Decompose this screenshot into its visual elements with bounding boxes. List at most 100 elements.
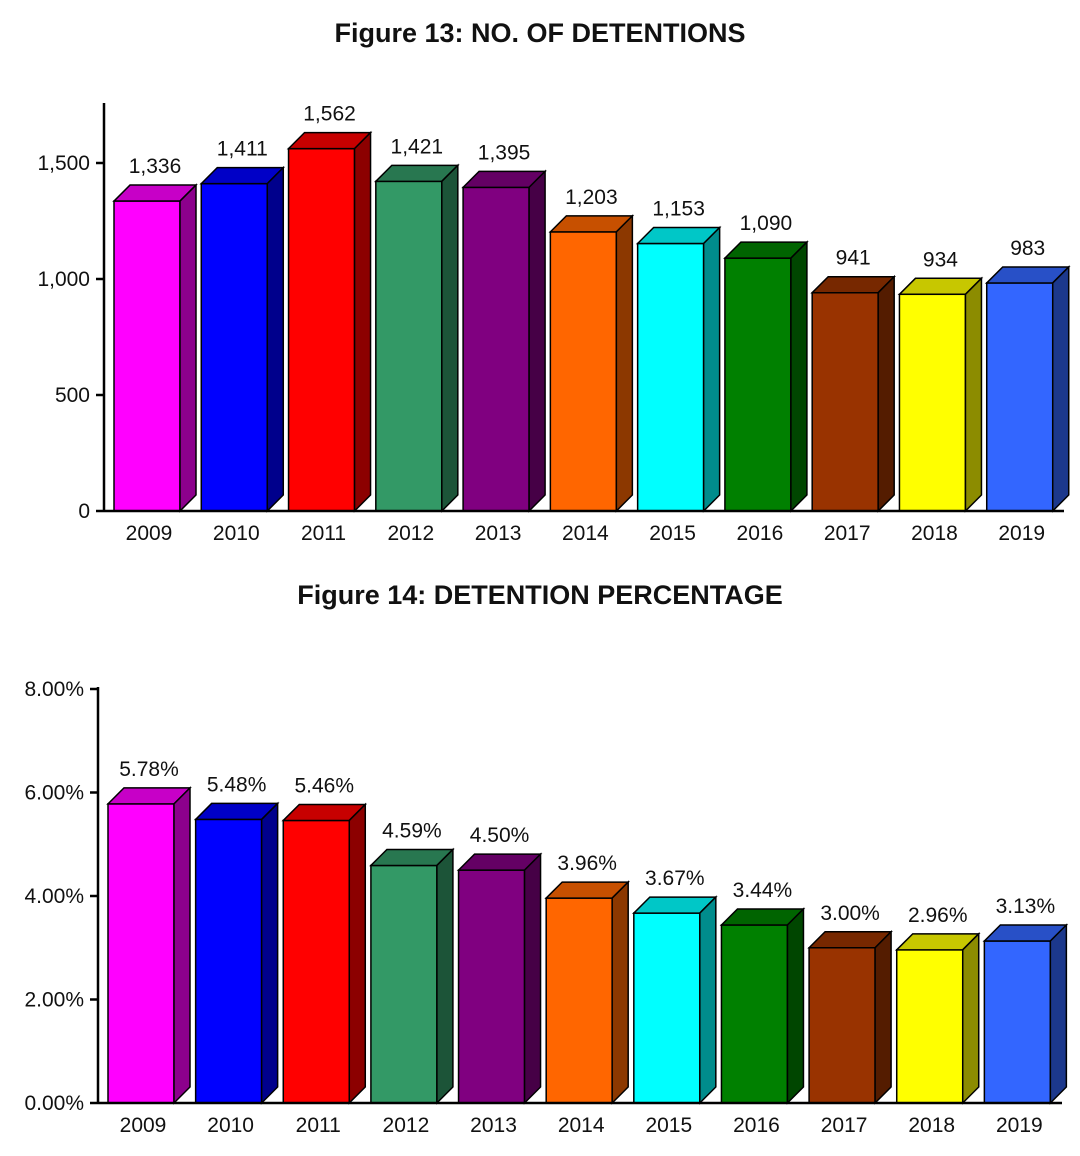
- data-label: 1,336: [129, 155, 182, 178]
- x-tick-label: 2009: [126, 522, 173, 545]
- data-label: 3.67%: [645, 867, 705, 890]
- bar-side-face: [1049, 923, 1068, 1105]
- data-label: 1,090: [740, 212, 793, 235]
- data-label: 2.96%: [908, 904, 968, 927]
- bar-side-face: [790, 240, 808, 513]
- bar-side-face: [266, 165, 285, 513]
- bar-front: [898, 293, 967, 512]
- bar-side-face: [877, 274, 895, 513]
- bar: [112, 183, 198, 513]
- bar-front: [113, 200, 181, 512]
- bar-side-face: [615, 214, 634, 513]
- x-tick-label: 2010: [213, 522, 260, 545]
- y-tick-label: 1,500: [37, 152, 90, 175]
- bar-front: [811, 291, 879, 512]
- bar: [548, 214, 635, 513]
- data-label: 934: [923, 248, 958, 271]
- bar-side-face: [179, 183, 197, 513]
- data-label: 5.46%: [294, 774, 354, 797]
- bar-front: [375, 180, 443, 512]
- bar-front: [457, 869, 526, 1104]
- bar: [374, 163, 460, 513]
- bar: [635, 225, 722, 513]
- bar-front: [549, 231, 618, 512]
- data-label: 3.96%: [557, 852, 617, 875]
- x-tick-label: 2017: [824, 522, 871, 545]
- data-label: 983: [1010, 237, 1045, 260]
- bar: [897, 276, 984, 513]
- bar-side-face: [961, 932, 980, 1105]
- bar-side-face: [611, 880, 629, 1105]
- bar: [719, 907, 806, 1105]
- bar: [286, 130, 373, 513]
- bar-front: [636, 242, 705, 512]
- x-tick-label: 2011: [301, 522, 346, 545]
- bar-front: [545, 897, 613, 1104]
- detention-percentage-bar-chart: 0.00% 2.00% 4.00% 6.00% 8.00% 5.78% 2009 5.48% 2…: [24, 678, 1069, 1137]
- bar-side-face: [702, 225, 721, 513]
- bar-front: [462, 186, 530, 512]
- bar: [984, 265, 1071, 513]
- x-tick-label: 2015: [645, 1114, 692, 1137]
- bar-side-face: [786, 907, 805, 1105]
- data-label: 5.48%: [207, 773, 267, 796]
- bar-side-face: [964, 276, 983, 513]
- bar-front: [633, 912, 701, 1104]
- bar-front: [370, 864, 438, 1104]
- x-tick-label: 2011: [296, 1114, 341, 1137]
- y-tick-label: 0: [78, 500, 90, 523]
- data-label: 1,421: [391, 135, 444, 158]
- bar: [281, 802, 368, 1105]
- chart-title-detention-percentage: Figure 14: DETENTION PERCENTAGE: [297, 580, 783, 610]
- x-tick-label: 2014: [558, 1114, 605, 1137]
- x-tick-label: 2016: [733, 1114, 780, 1137]
- x-tick-label: 2015: [649, 522, 696, 545]
- y-tick-label: 6.00%: [24, 782, 84, 805]
- bar-front: [200, 182, 269, 512]
- bar: [456, 852, 543, 1105]
- bar: [723, 240, 809, 513]
- bar-side-face: [441, 163, 459, 513]
- bar: [544, 880, 630, 1105]
- y-tick-label: 8.00%: [24, 678, 84, 701]
- bar-front: [107, 803, 175, 1104]
- bar-front: [287, 147, 356, 512]
- bar: [369, 847, 455, 1105]
- y-tick-label: 500: [55, 384, 90, 407]
- x-tick-label: 2012: [387, 522, 434, 545]
- bar-side-face: [353, 130, 372, 513]
- data-label: 5.78%: [119, 758, 179, 781]
- y-tick-label: 4.00%: [24, 885, 84, 908]
- bar-side-face: [699, 895, 717, 1105]
- bar-front: [983, 940, 1052, 1104]
- bar-side-face: [528, 169, 546, 513]
- x-tick-label: 2018: [908, 1114, 955, 1137]
- bar-front: [985, 282, 1054, 512]
- data-label: 3.13%: [996, 895, 1056, 918]
- chart-title-detentions: Figure 13: NO. OF DETENTIONS: [334, 18, 746, 48]
- bar: [807, 929, 893, 1105]
- bar-front: [895, 949, 964, 1104]
- bar: [894, 932, 981, 1105]
- bar-front: [720, 924, 789, 1104]
- bar: [982, 923, 1069, 1105]
- bar: [199, 165, 286, 513]
- bar-side-face: [436, 847, 454, 1105]
- x-tick-label: 2016: [737, 522, 784, 545]
- data-label: 4.50%: [470, 824, 530, 847]
- bar-side-face: [260, 801, 279, 1105]
- y-tick-label: 2.00%: [24, 989, 84, 1012]
- bar-front: [282, 819, 351, 1104]
- bar: [810, 274, 896, 513]
- bar-side-face: [173, 786, 191, 1105]
- bar-front: [724, 257, 792, 512]
- x-tick-label: 2019: [998, 522, 1045, 545]
- bar-side-face: [348, 802, 367, 1105]
- data-label: 1,562: [303, 103, 356, 126]
- bar-front: [194, 818, 263, 1104]
- bar: [461, 169, 547, 513]
- data-label: 4.59%: [382, 819, 442, 842]
- data-label: 941: [836, 247, 871, 270]
- x-tick-label: 2013: [475, 522, 522, 545]
- bar-front: [808, 947, 876, 1104]
